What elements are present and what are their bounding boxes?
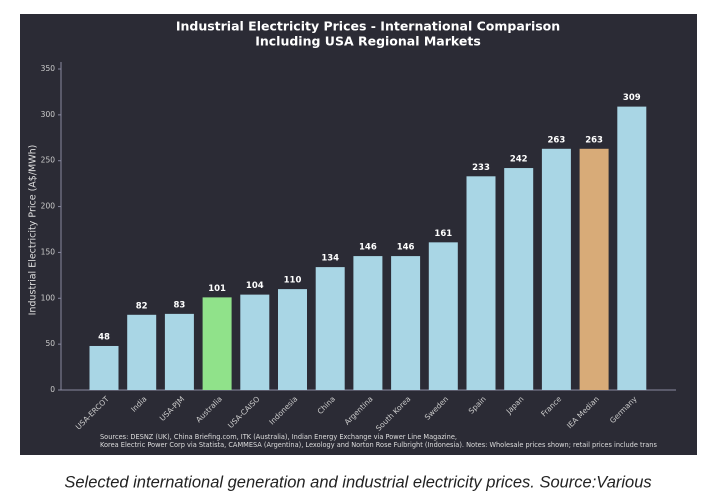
chart-title: Including USA Regional Markets xyxy=(255,34,481,49)
notes: Sources: DESNZ (UK), China Briefing.com,… xyxy=(100,433,657,449)
note: Sources: DESNZ (UK), China Briefing.com,… xyxy=(100,433,457,441)
bar xyxy=(127,314,157,390)
chart-title: Industrial Electricity Prices - Internat… xyxy=(176,19,560,34)
data-label: 161 xyxy=(434,229,452,239)
bar xyxy=(391,256,421,390)
data-label: 82 xyxy=(136,301,148,311)
y-tick-label: 100 xyxy=(41,293,56,302)
bar xyxy=(240,294,270,390)
data-label: 104 xyxy=(246,281,264,291)
y-tick-label: 350 xyxy=(41,64,56,73)
bar xyxy=(579,148,609,390)
bar xyxy=(617,106,647,391)
data-label: 101 xyxy=(208,284,226,294)
bar xyxy=(89,345,119,390)
y-tick-label: 150 xyxy=(41,247,56,256)
y-tick-label: 50 xyxy=(45,339,55,348)
bar xyxy=(541,148,571,390)
caption: Selected international generation and in… xyxy=(64,473,651,491)
bar xyxy=(202,297,232,390)
bar xyxy=(466,176,496,390)
bar xyxy=(353,256,383,390)
bar xyxy=(278,289,307,390)
data-label: 134 xyxy=(321,254,339,264)
bar xyxy=(164,313,194,390)
y-tick-label: 300 xyxy=(41,110,56,119)
y-axis-label: Industrial Electricity Price (A$/MWh) xyxy=(28,145,39,316)
data-label: 263 xyxy=(548,135,566,145)
data-label: 242 xyxy=(510,155,528,165)
bar xyxy=(315,267,345,390)
bar xyxy=(504,168,534,390)
y-tick-label: 200 xyxy=(41,202,56,211)
data-label: 233 xyxy=(472,163,490,173)
data-label: 83 xyxy=(173,300,185,310)
data-label: 263 xyxy=(585,135,603,145)
data-label: 146 xyxy=(397,243,415,253)
data-label: 48 xyxy=(98,332,110,342)
y-tick-label: 250 xyxy=(41,156,56,165)
y-tick-label: 0 xyxy=(50,385,55,394)
data-label: 309 xyxy=(623,93,641,103)
note: Korea Electric Power Corp via Statista, … xyxy=(100,441,657,449)
data-label: 110 xyxy=(284,276,302,286)
data-label: 146 xyxy=(359,243,377,253)
bar xyxy=(428,242,458,390)
